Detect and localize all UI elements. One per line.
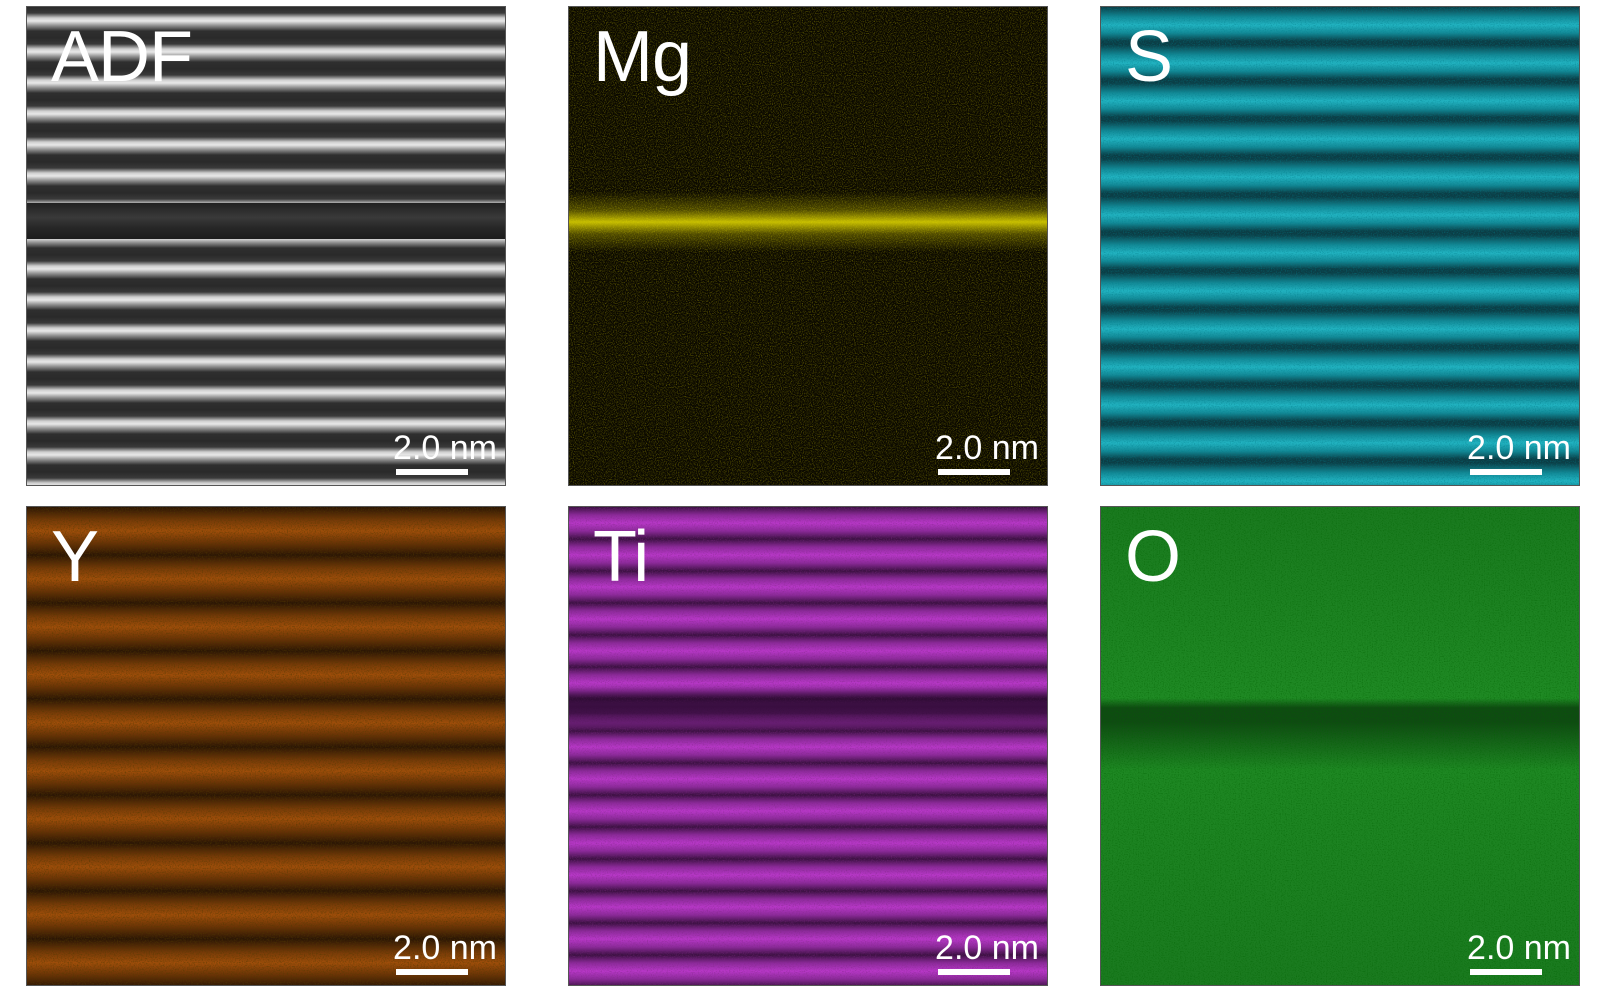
scale-bar	[938, 469, 1010, 475]
scale-bar-label: 2.0 nm	[393, 929, 497, 967]
scale-bar-label: 2.0 nm	[935, 429, 1039, 467]
o-map-panel: O 2.0 nm	[1100, 506, 1580, 986]
adf-image	[27, 7, 505, 485]
y-noise	[27, 507, 505, 985]
panel-label-ti: Ti	[593, 517, 649, 597]
adf-image-panel: ADF 2.0 nm	[26, 6, 506, 486]
panel-label-adf: ADF	[51, 17, 193, 97]
scale-bar	[1470, 969, 1542, 975]
scale-bar	[1470, 469, 1542, 475]
scale-bar-label: 2.0 nm	[1467, 929, 1571, 967]
ti-noise	[569, 507, 1047, 985]
ti-interface-band	[569, 687, 1047, 731]
panel-label-mg: Mg	[593, 17, 692, 97]
scale-bar	[396, 969, 468, 975]
panel-label-o: O	[1125, 517, 1181, 597]
mg-interface-band	[569, 192, 1047, 252]
panel-label-y: Y	[51, 517, 99, 597]
s-map-panel: S 2.0 nm	[1100, 6, 1580, 486]
scale-bar	[938, 969, 1010, 975]
panel-label-s: S	[1125, 17, 1173, 97]
scale-bar-label: 2.0 nm	[1467, 429, 1571, 467]
ti-map-panel: Ti 2.0 nm	[568, 506, 1048, 986]
scale-bar	[396, 469, 468, 475]
scale-bar-label: 2.0 nm	[393, 429, 497, 467]
y-map-panel: Y 2.0 nm	[26, 506, 506, 986]
o-noise	[1101, 507, 1579, 985]
mg-map-panel: Mg 2.0 nm	[568, 6, 1048, 486]
adf-interface-band	[27, 203, 505, 239]
scale-bar-label: 2.0 nm	[935, 929, 1039, 967]
s-noise	[1101, 7, 1579, 485]
